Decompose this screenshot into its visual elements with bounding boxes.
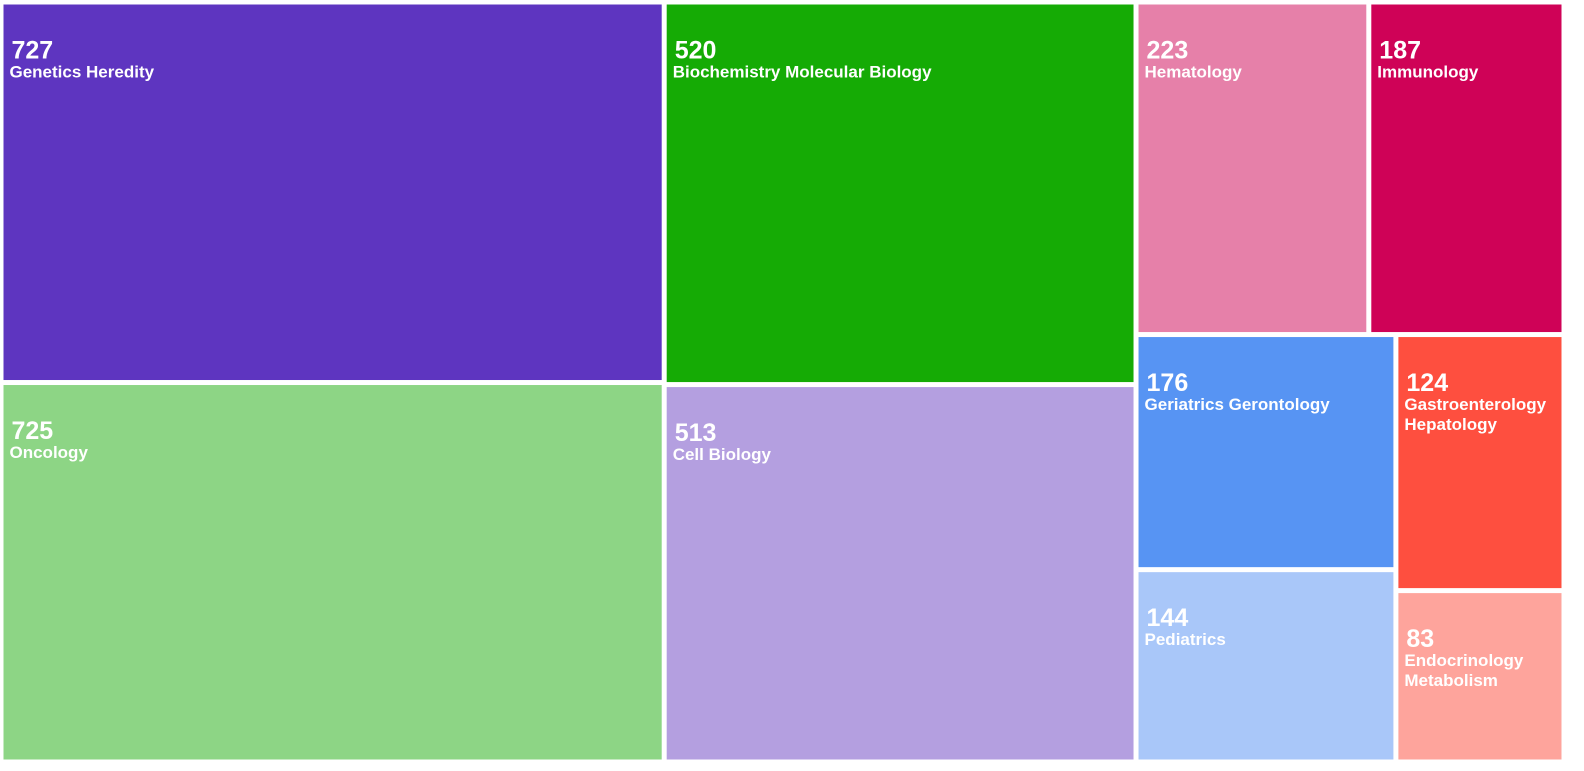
tile-value: 727 — [12, 37, 54, 65]
tile-label: Cell Biology — [673, 445, 772, 464]
tile-label: Gastroenterology Hepatology — [1404, 395, 1546, 434]
tile-value: 513 — [675, 419, 717, 447]
tile-rect — [1138, 572, 1394, 760]
tile-value: 124 — [1406, 369, 1448, 397]
tile-value: 520 — [675, 37, 717, 65]
tile-label: Geriatrics Gerontology — [1145, 395, 1331, 414]
tile-label: Hematology — [1145, 63, 1243, 82]
tile-rect — [1138, 4, 1367, 333]
tile-value: 187 — [1379, 37, 1421, 65]
tile-rect — [666, 387, 1134, 760]
tile-label: Genetics Heredity — [10, 63, 155, 82]
tile-rect — [1398, 337, 1562, 589]
tile-rect — [3, 385, 662, 760]
tile-rect — [1398, 593, 1562, 760]
tile-value: 223 — [1147, 37, 1189, 65]
tile-value: 144 — [1147, 604, 1189, 632]
tile-rect — [1138, 337, 1394, 568]
tile-label: Biochemistry Molecular Biology — [673, 63, 932, 82]
tile-rect — [3, 4, 662, 381]
tile-rect — [666, 4, 1134, 383]
tile-value: 725 — [12, 417, 54, 445]
tile-value: 176 — [1147, 369, 1189, 397]
tile-label: Pediatrics — [1145, 630, 1226, 649]
tile-label: Immunology — [1377, 63, 1479, 82]
tile-rect — [1371, 4, 1562, 333]
tile-value: 83 — [1406, 625, 1434, 653]
tile-label: Endocrinology Metabolism — [1404, 651, 1524, 690]
tile-label: Oncology — [10, 443, 89, 462]
